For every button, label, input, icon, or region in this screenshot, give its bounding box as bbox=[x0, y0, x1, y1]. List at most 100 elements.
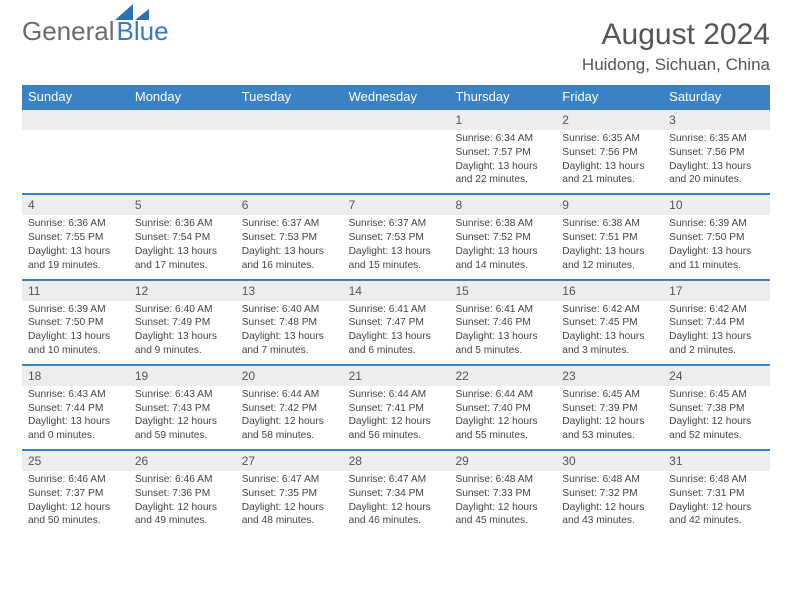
page-subtitle: Huidong, Sichuan, China bbox=[582, 55, 770, 75]
day-number: 2 bbox=[556, 110, 663, 130]
week-number-row: 18192021222324 bbox=[22, 364, 770, 386]
daylight-text: Daylight: 12 hours and 48 minutes. bbox=[242, 501, 337, 529]
day-cell bbox=[129, 130, 236, 193]
daylight-text: Daylight: 12 hours and 53 minutes. bbox=[562, 415, 657, 443]
calendar-header-cell: Saturday bbox=[663, 85, 770, 108]
sunrise-text: Sunrise: 6:43 AM bbox=[135, 388, 230, 402]
day-number: 3 bbox=[663, 110, 770, 130]
week-body-row: Sunrise: 6:43 AMSunset: 7:44 PMDaylight:… bbox=[22, 386, 770, 449]
daylight-text: Daylight: 13 hours and 12 minutes. bbox=[562, 245, 657, 273]
daylight-text: Daylight: 13 hours and 20 minutes. bbox=[669, 160, 764, 188]
sunrise-text: Sunrise: 6:34 AM bbox=[455, 132, 550, 146]
daylight-text: Daylight: 13 hours and 7 minutes. bbox=[242, 330, 337, 358]
day-cell: Sunrise: 6:46 AMSunset: 7:37 PMDaylight:… bbox=[22, 471, 129, 534]
sunset-text: Sunset: 7:48 PM bbox=[242, 316, 337, 330]
calendar-header-cell: Friday bbox=[556, 85, 663, 108]
day-cell: Sunrise: 6:39 AMSunset: 7:50 PMDaylight:… bbox=[663, 215, 770, 278]
sunrise-text: Sunrise: 6:35 AM bbox=[562, 132, 657, 146]
day-cell: Sunrise: 6:45 AMSunset: 7:39 PMDaylight:… bbox=[556, 386, 663, 449]
sunset-text: Sunset: 7:38 PM bbox=[669, 402, 764, 416]
sunset-text: Sunset: 7:32 PM bbox=[562, 487, 657, 501]
logo-word-blue: Blue bbox=[117, 18, 169, 44]
calendar-header-cell: Thursday bbox=[449, 85, 556, 108]
calendar-header-cell: Wednesday bbox=[343, 85, 450, 108]
daylight-text: Daylight: 13 hours and 0 minutes. bbox=[28, 415, 123, 443]
day-number: 27 bbox=[236, 451, 343, 471]
day-number bbox=[129, 110, 236, 130]
day-number: 29 bbox=[449, 451, 556, 471]
sunset-text: Sunset: 7:56 PM bbox=[669, 146, 764, 160]
sunrise-text: Sunrise: 6:38 AM bbox=[562, 217, 657, 231]
page-title: August 2024 bbox=[582, 18, 770, 51]
sunset-text: Sunset: 7:42 PM bbox=[242, 402, 337, 416]
day-number: 7 bbox=[343, 195, 450, 215]
daylight-text: Daylight: 12 hours and 56 minutes. bbox=[349, 415, 444, 443]
day-number: 9 bbox=[556, 195, 663, 215]
day-cell: Sunrise: 6:43 AMSunset: 7:43 PMDaylight:… bbox=[129, 386, 236, 449]
daylight-text: Daylight: 13 hours and 17 minutes. bbox=[135, 245, 230, 273]
day-cell: Sunrise: 6:38 AMSunset: 7:51 PMDaylight:… bbox=[556, 215, 663, 278]
sunset-text: Sunset: 7:52 PM bbox=[455, 231, 550, 245]
daylight-text: Daylight: 13 hours and 16 minutes. bbox=[242, 245, 337, 273]
sunrise-text: Sunrise: 6:39 AM bbox=[669, 217, 764, 231]
daylight-text: Daylight: 13 hours and 21 minutes. bbox=[562, 160, 657, 188]
day-cell: Sunrise: 6:48 AMSunset: 7:33 PMDaylight:… bbox=[449, 471, 556, 534]
day-number: 15 bbox=[449, 281, 556, 301]
day-number: 25 bbox=[22, 451, 129, 471]
sunrise-text: Sunrise: 6:45 AM bbox=[669, 388, 764, 402]
day-number bbox=[343, 110, 450, 130]
day-number: 14 bbox=[343, 281, 450, 301]
sunrise-text: Sunrise: 6:48 AM bbox=[669, 473, 764, 487]
daylight-text: Daylight: 13 hours and 5 minutes. bbox=[455, 330, 550, 358]
day-cell: Sunrise: 6:42 AMSunset: 7:45 PMDaylight:… bbox=[556, 301, 663, 364]
sunrise-text: Sunrise: 6:41 AM bbox=[349, 303, 444, 317]
day-cell: Sunrise: 6:47 AMSunset: 7:34 PMDaylight:… bbox=[343, 471, 450, 534]
sail-icon bbox=[115, 4, 149, 20]
day-cell: Sunrise: 6:40 AMSunset: 7:49 PMDaylight:… bbox=[129, 301, 236, 364]
daylight-text: Daylight: 13 hours and 3 minutes. bbox=[562, 330, 657, 358]
week-number-row: 123 bbox=[22, 108, 770, 130]
daylight-text: Daylight: 13 hours and 22 minutes. bbox=[455, 160, 550, 188]
day-number: 13 bbox=[236, 281, 343, 301]
sunset-text: Sunset: 7:55 PM bbox=[28, 231, 123, 245]
day-cell: Sunrise: 6:48 AMSunset: 7:31 PMDaylight:… bbox=[663, 471, 770, 534]
day-cell: Sunrise: 6:44 AMSunset: 7:41 PMDaylight:… bbox=[343, 386, 450, 449]
sunrise-text: Sunrise: 6:40 AM bbox=[135, 303, 230, 317]
day-cell: Sunrise: 6:39 AMSunset: 7:50 PMDaylight:… bbox=[22, 301, 129, 364]
sunset-text: Sunset: 7:41 PM bbox=[349, 402, 444, 416]
sunset-text: Sunset: 7:37 PM bbox=[28, 487, 123, 501]
sunset-text: Sunset: 7:51 PM bbox=[562, 231, 657, 245]
daylight-text: Daylight: 13 hours and 15 minutes. bbox=[349, 245, 444, 273]
logo-word-general: General bbox=[22, 18, 115, 44]
sunrise-text: Sunrise: 6:44 AM bbox=[349, 388, 444, 402]
day-number: 4 bbox=[22, 195, 129, 215]
sunrise-text: Sunrise: 6:46 AM bbox=[135, 473, 230, 487]
sunset-text: Sunset: 7:49 PM bbox=[135, 316, 230, 330]
day-number: 12 bbox=[129, 281, 236, 301]
daylight-text: Daylight: 13 hours and 6 minutes. bbox=[349, 330, 444, 358]
day-cell: Sunrise: 6:45 AMSunset: 7:38 PMDaylight:… bbox=[663, 386, 770, 449]
daylight-text: Daylight: 13 hours and 11 minutes. bbox=[669, 245, 764, 273]
header: General Blue August 2024 Huidong, Sichua… bbox=[22, 18, 770, 75]
daylight-text: Daylight: 12 hours and 46 minutes. bbox=[349, 501, 444, 529]
sunrise-text: Sunrise: 6:37 AM bbox=[349, 217, 444, 231]
week-body-row: Sunrise: 6:46 AMSunset: 7:37 PMDaylight:… bbox=[22, 471, 770, 534]
title-block: August 2024 Huidong, Sichuan, China bbox=[582, 18, 770, 75]
sunset-text: Sunset: 7:56 PM bbox=[562, 146, 657, 160]
day-number: 11 bbox=[22, 281, 129, 301]
sunrise-text: Sunrise: 6:45 AM bbox=[562, 388, 657, 402]
logo-word-blue-text: Blue bbox=[117, 16, 169, 46]
calendar-header-cell: Sunday bbox=[22, 85, 129, 108]
daylight-text: Daylight: 13 hours and 19 minutes. bbox=[28, 245, 123, 273]
day-cell: Sunrise: 6:37 AMSunset: 7:53 PMDaylight:… bbox=[236, 215, 343, 278]
week-number-row: 45678910 bbox=[22, 193, 770, 215]
sunset-text: Sunset: 7:54 PM bbox=[135, 231, 230, 245]
sunrise-text: Sunrise: 6:36 AM bbox=[135, 217, 230, 231]
sunset-text: Sunset: 7:53 PM bbox=[349, 231, 444, 245]
day-number bbox=[236, 110, 343, 130]
day-number bbox=[22, 110, 129, 130]
day-cell bbox=[22, 130, 129, 193]
daylight-text: Daylight: 12 hours and 50 minutes. bbox=[28, 501, 123, 529]
daylight-text: Daylight: 12 hours and 45 minutes. bbox=[455, 501, 550, 529]
sunset-text: Sunset: 7:57 PM bbox=[455, 146, 550, 160]
